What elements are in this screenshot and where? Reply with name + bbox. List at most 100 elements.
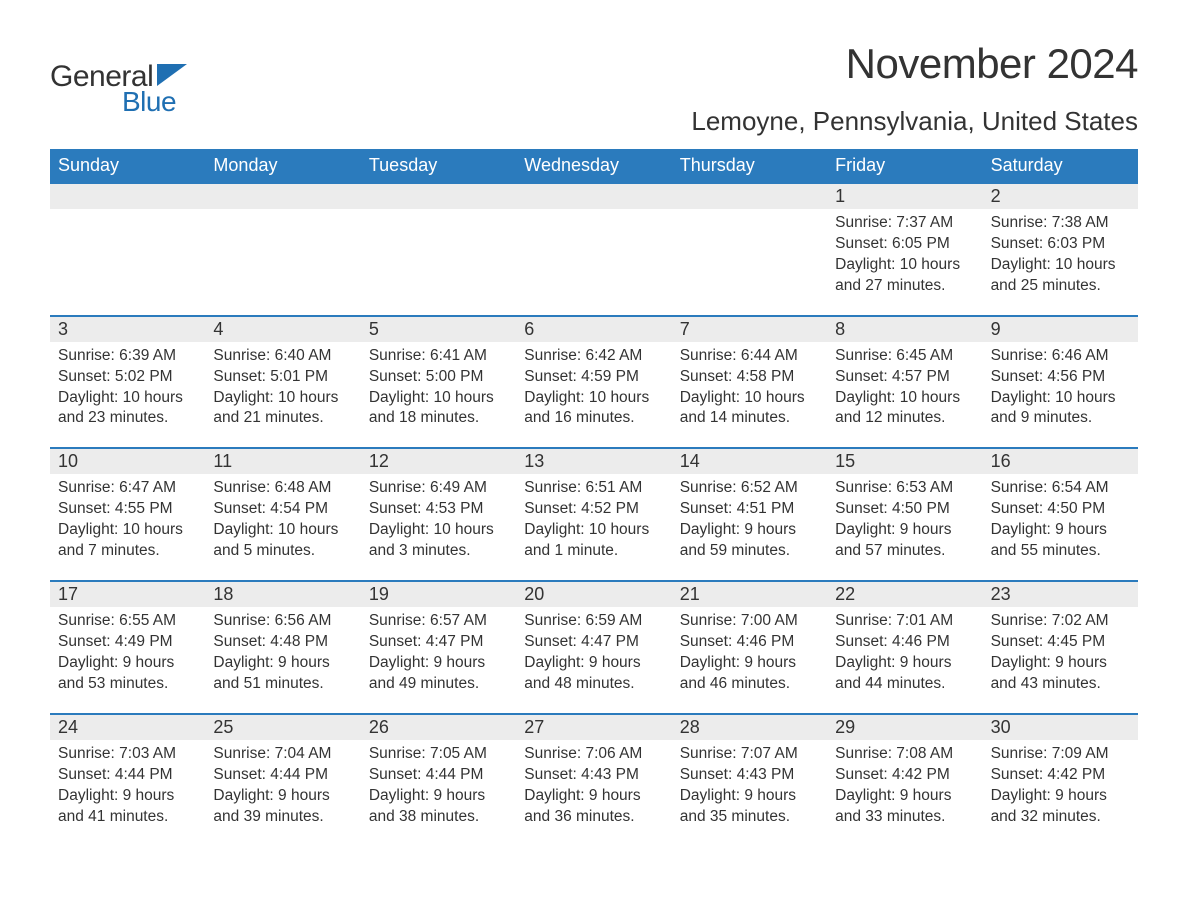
daylight-line: Daylight: 9 hours and 35 minutes. — [680, 786, 819, 828]
day-cell: 8Sunrise: 6:45 AMSunset: 4:57 PMDaylight… — [827, 317, 982, 448]
daylight-line: Daylight: 9 hours and 55 minutes. — [991, 520, 1130, 562]
sunrise-line: Sunrise: 6:44 AM — [680, 346, 819, 367]
day-number: 3 — [50, 317, 205, 342]
day-number: 23 — [983, 582, 1138, 607]
day-number: 5 — [361, 317, 516, 342]
day-number: 2 — [983, 184, 1138, 209]
day-cell: 19Sunrise: 6:57 AMSunset: 4:47 PMDayligh… — [361, 582, 516, 713]
weekday-header-cell: Sunday — [50, 149, 205, 182]
sunset-line: Sunset: 4:43 PM — [680, 765, 819, 786]
day-number: 1 — [827, 184, 982, 209]
sunset-line: Sunset: 6:05 PM — [835, 234, 974, 255]
sunrise-line: Sunrise: 7:06 AM — [524, 744, 663, 765]
week-row: 3Sunrise: 6:39 AMSunset: 5:02 PMDaylight… — [50, 315, 1138, 448]
sunset-line: Sunset: 4:47 PM — [524, 632, 663, 653]
sunset-line: Sunset: 4:44 PM — [369, 765, 508, 786]
day-cell — [50, 184, 205, 315]
day-number: 7 — [672, 317, 827, 342]
daylight-line: Daylight: 9 hours and 38 minutes. — [369, 786, 508, 828]
sunrise-line: Sunrise: 6:46 AM — [991, 346, 1130, 367]
week-row: 24Sunrise: 7:03 AMSunset: 4:44 PMDayligh… — [50, 713, 1138, 846]
daylight-line: Daylight: 9 hours and 59 minutes. — [680, 520, 819, 562]
day-cell: 29Sunrise: 7:08 AMSunset: 4:42 PMDayligh… — [827, 715, 982, 846]
day-info: Sunrise: 6:59 AMSunset: 4:47 PMDaylight:… — [516, 607, 671, 695]
day-cell: 11Sunrise: 6:48 AMSunset: 4:54 PMDayligh… — [205, 449, 360, 580]
day-number: 25 — [205, 715, 360, 740]
sunrise-line: Sunrise: 7:02 AM — [991, 611, 1130, 632]
sunset-line: Sunset: 4:42 PM — [991, 765, 1130, 786]
day-info: Sunrise: 6:39 AMSunset: 5:02 PMDaylight:… — [50, 342, 205, 430]
sunset-line: Sunset: 4:59 PM — [524, 367, 663, 388]
day-cell: 18Sunrise: 6:56 AMSunset: 4:48 PMDayligh… — [205, 582, 360, 713]
day-cell: 15Sunrise: 6:53 AMSunset: 4:50 PMDayligh… — [827, 449, 982, 580]
day-cell: 7 Sunrise: 6:44 AMSunset: 4:58 PMDaylight… — [672, 317, 827, 448]
sunrise-line: Sunrise: 6:39 AM — [58, 346, 197, 367]
day-number: 6 — [516, 317, 671, 342]
daylight-line: Daylight: 10 hours and 5 minutes. — [213, 520, 352, 562]
sunrise-line: Sunrise: 6:57 AM — [369, 611, 508, 632]
daylight-line: Daylight: 9 hours and 57 minutes. — [835, 520, 974, 562]
day-cell — [516, 184, 671, 315]
day-cell: 30Sunrise: 7:09 AMSunset: 4:42 PMDayligh… — [983, 715, 1138, 846]
day-cell: 25Sunrise: 7:04 AMSunset: 4:44 PMDayligh… — [205, 715, 360, 846]
sunset-line: Sunset: 4:58 PM — [680, 367, 819, 388]
month-title: November 2024 — [691, 40, 1138, 88]
day-cell: 3Sunrise: 6:39 AMSunset: 5:02 PMDaylight… — [50, 317, 205, 448]
week-row: 10Sunrise: 6:47 AMSunset: 4:55 PMDayligh… — [50, 447, 1138, 580]
day-cell: 1Sunrise: 7:37 AMSunset: 6:05 PMDaylight… — [827, 184, 982, 315]
sunset-line: Sunset: 4:56 PM — [991, 367, 1130, 388]
sunrise-line: Sunrise: 6:48 AM — [213, 478, 352, 499]
day-cell: 12Sunrise: 6:49 AMSunset: 4:53 PMDayligh… — [361, 449, 516, 580]
weekday-header-cell: Thursday — [672, 149, 827, 182]
day-number: 14 — [672, 449, 827, 474]
sunset-line: Sunset: 4:45 PM — [991, 632, 1130, 653]
daylight-line: Daylight: 10 hours and 12 minutes. — [835, 388, 974, 430]
sunrise-line: Sunrise: 6:53 AM — [835, 478, 974, 499]
weekday-header-cell: Tuesday — [361, 149, 516, 182]
week-row: 1 Sunrise: 7:37 AMSunset: 6:05 PM Daylight… — [50, 182, 1138, 315]
day-number: 28 — [672, 715, 827, 740]
day-number-empty — [205, 184, 360, 209]
daylight-line: Daylight: 9 hours and 41 minutes. — [58, 786, 197, 828]
day-number: 9 — [983, 317, 1138, 342]
day-cell: 10Sunrise: 6:47 AMSunset: 4:55 PMDayligh… — [50, 449, 205, 580]
day-info: Sunrise: 7:01 AMSunset: 4:46 PMDaylight:… — [827, 607, 982, 695]
weekday-header-cell: Monday — [205, 149, 360, 182]
daylight-line: Daylight: 9 hours and 53 minutes. — [58, 653, 197, 695]
title-block: November 2024 Lemoyne, Pennsylvania, Uni… — [691, 40, 1138, 137]
daylight-line: Daylight: 10 hours and 25 minutes. — [991, 255, 1130, 297]
day-cell: 13Sunrise: 6:51 AMSunset: 4:52 PMDayligh… — [516, 449, 671, 580]
day-info: Sunrise: 6:51 AMSunset: 4:52 PMDaylight:… — [516, 474, 671, 562]
day-cell: 4Sunrise: 6:40 AMSunset: 5:01 PMDaylight… — [205, 317, 360, 448]
daylight-line: Daylight: 10 hours and 14 minutes. — [680, 388, 819, 430]
day-info: Sunrise: 6:41 AMSunset: 5:00 PMDaylight:… — [361, 342, 516, 430]
day-info: Sunrise: 7:06 AMSunset: 4:43 PMDaylight:… — [516, 740, 671, 828]
daylight-line: Daylight: 10 hours and 3 minutes. — [369, 520, 508, 562]
day-info: Sunrise: 6:53 AMSunset: 4:50 PMDaylight:… — [827, 474, 982, 562]
daylight-line: Daylight: 10 hours and 18 minutes. — [369, 388, 508, 430]
sunrise-line: Sunrise: 7:01 AM — [835, 611, 974, 632]
daylight-line: Daylight: 9 hours and 46 minutes. — [680, 653, 819, 695]
day-info: Sunrise: 6:54 AMSunset: 4:50 PMDaylight:… — [983, 474, 1138, 562]
sunset-line: Sunset: 4:53 PM — [369, 499, 508, 520]
day-info: Sunrise: 7:08 AMSunset: 4:42 PMDaylight:… — [827, 740, 982, 828]
sunset-line: Sunset: 4:50 PM — [835, 499, 974, 520]
day-number: 20 — [516, 582, 671, 607]
day-cell — [361, 184, 516, 315]
sunrise-line: Sunrise: 7:08 AM — [835, 744, 974, 765]
sunset-line: Sunset: 4:55 PM — [58, 499, 197, 520]
day-cell — [205, 184, 360, 315]
day-cell: 6Sunrise: 6:42 AMSunset: 4:59 PMDaylight… — [516, 317, 671, 448]
daylight-line: Daylight: 10 hours and 1 minute. — [524, 520, 663, 562]
location-subtitle: Lemoyne, Pennsylvania, United States — [691, 106, 1138, 137]
sunset-line: Sunset: 4:48 PM — [213, 632, 352, 653]
day-number: 22 — [827, 582, 982, 607]
sunrise-line: Sunrise: 6:51 AM — [524, 478, 663, 499]
sunrise-line: Sunrise: 7:07 AM — [680, 744, 819, 765]
day-number-empty — [361, 184, 516, 209]
day-info: Sunrise: 6:48 AMSunset: 4:54 PMDaylight:… — [205, 474, 360, 562]
sunset-line: Sunset: 5:02 PM — [58, 367, 197, 388]
sunrise-line: Sunrise: 7:37 AM — [835, 213, 974, 234]
day-number: 27 — [516, 715, 671, 740]
day-number: 21 — [672, 582, 827, 607]
